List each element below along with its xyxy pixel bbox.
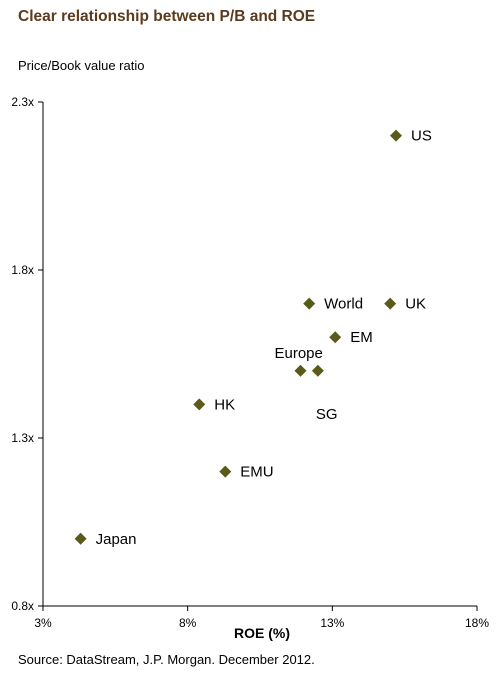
point-world-marker: [303, 297, 316, 310]
x-tick-label: 3%: [34, 616, 52, 630]
point-hk-label: HK: [214, 396, 235, 413]
x-tick-label: 18%: [465, 616, 489, 630]
point-emu-label: EMU: [240, 464, 273, 481]
point-em-label: EM: [350, 329, 373, 346]
point-emu-marker: [219, 465, 232, 478]
source-note: Source: DataStream, J.P. Morgan. Decembe…: [18, 652, 315, 667]
point-japan-marker: [74, 532, 87, 545]
point-world-label: World: [324, 296, 363, 313]
x-axis-label: ROE (%): [234, 625, 290, 641]
x-tick-label: 8%: [179, 616, 197, 630]
point-europe-marker: [294, 364, 307, 377]
y-tick-label: 0.8x: [11, 599, 34, 613]
y-tick-label: 1.3x: [11, 431, 34, 445]
chart-title: Clear relationship between P/B and ROE: [18, 8, 316, 25]
point-hk-marker: [193, 398, 206, 411]
y-tick-label: 2.3x: [11, 95, 34, 109]
point-uk-label: UK: [405, 296, 426, 313]
point-sg-marker: [311, 364, 324, 377]
point-japan-label: Japan: [96, 531, 137, 548]
x-tick-label: 13%: [320, 616, 344, 630]
y-axis-label: Price/Book value ratio: [18, 58, 145, 73]
point-europe-label: Europe: [275, 345, 323, 362]
point-us-label: US: [411, 128, 432, 145]
point-us-marker: [389, 129, 402, 142]
point-sg-label: SG: [316, 406, 338, 423]
point-em-marker: [329, 331, 342, 344]
y-tick-label: 1.8x: [11, 263, 34, 277]
point-uk-marker: [384, 297, 397, 310]
